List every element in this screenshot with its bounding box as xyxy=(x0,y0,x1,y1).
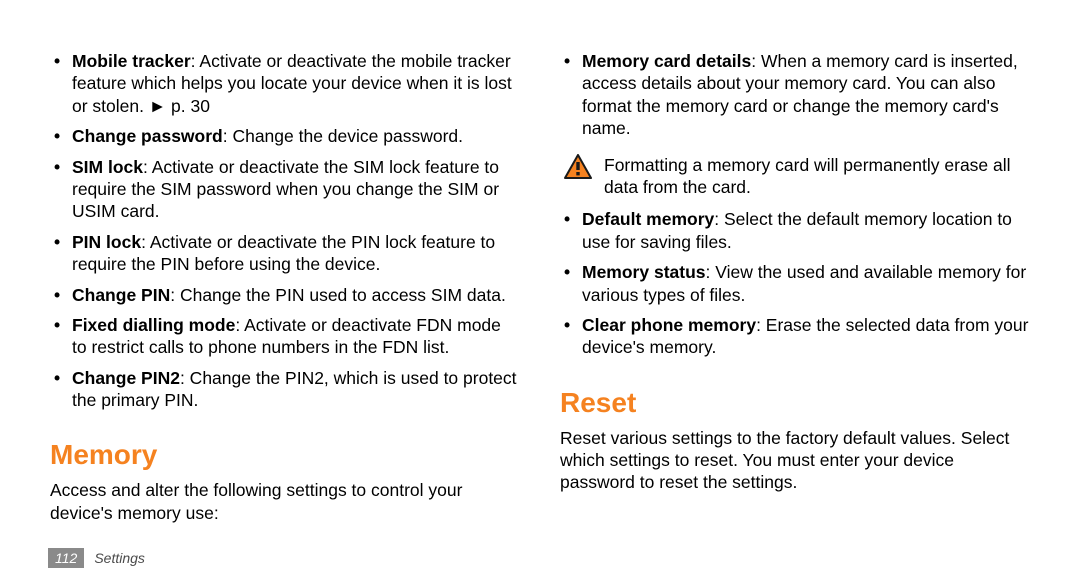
right-column: Memory card details: When a memory card … xyxy=(560,50,1030,586)
body: : Change the PIN used to access SIM data… xyxy=(170,285,506,305)
list-item: Mobile tracker: Activate or deactivate t… xyxy=(72,50,520,117)
left-column: Mobile tracker: Activate or deactivate t… xyxy=(50,50,520,586)
term: Memory status xyxy=(582,262,706,282)
list-item: Change PIN2: Change the PIN2, which is u… xyxy=(72,367,520,412)
list-item: Memory status: View the used and availab… xyxy=(582,261,1030,306)
list-item: Change password: Change the device passw… xyxy=(72,125,520,147)
list-item: Default memory: Select the default memor… xyxy=(582,208,1030,253)
term: Change PIN2 xyxy=(72,368,180,388)
warning-text: Formatting a memory card will permanentl… xyxy=(604,154,1030,199)
right-bottom-bullet-list: Default memory: Select the default memor… xyxy=(560,208,1030,366)
list-item: Clear phone memory: Erase the selected d… xyxy=(582,314,1030,359)
term: SIM lock xyxy=(72,157,143,177)
warning-row: Formatting a memory card will permanentl… xyxy=(560,154,1030,199)
list-item: SIM lock: Activate or deactivate the SIM… xyxy=(72,156,520,223)
reset-heading: Reset xyxy=(560,385,1030,421)
term: Fixed dialling mode xyxy=(72,315,235,335)
list-item: PIN lock: Activate or deactivate the PIN… xyxy=(72,231,520,276)
term: Default memory xyxy=(582,209,714,229)
term: Memory card details xyxy=(582,51,751,71)
term: Change password xyxy=(72,126,223,146)
memory-intro: Access and alter the following settings … xyxy=(50,479,520,524)
term: Mobile tracker xyxy=(72,51,191,71)
term: Clear phone memory xyxy=(582,315,756,335)
footer-section: Settings xyxy=(94,550,145,566)
page-footer: 112 Settings xyxy=(48,548,145,568)
list-item: Change PIN: Change the PIN used to acces… xyxy=(72,284,520,306)
memory-heading: Memory xyxy=(50,437,520,473)
term: Change PIN xyxy=(72,285,170,305)
body: : Change the device password. xyxy=(223,126,463,146)
term: PIN lock xyxy=(72,232,141,252)
list-item: Fixed dialling mode: Activate or deactiv… xyxy=(72,314,520,359)
list-item: Memory card details: When a memory card … xyxy=(582,50,1030,140)
page-content: Mobile tracker: Activate or deactivate t… xyxy=(0,0,1080,586)
page-number: 112 xyxy=(48,548,84,568)
reset-intro: Reset various settings to the factory de… xyxy=(560,427,1030,494)
right-top-bullet-list: Memory card details: When a memory card … xyxy=(560,50,1030,148)
left-bullet-list: Mobile tracker: Activate or deactivate t… xyxy=(50,50,520,419)
warning-icon xyxy=(564,154,592,180)
